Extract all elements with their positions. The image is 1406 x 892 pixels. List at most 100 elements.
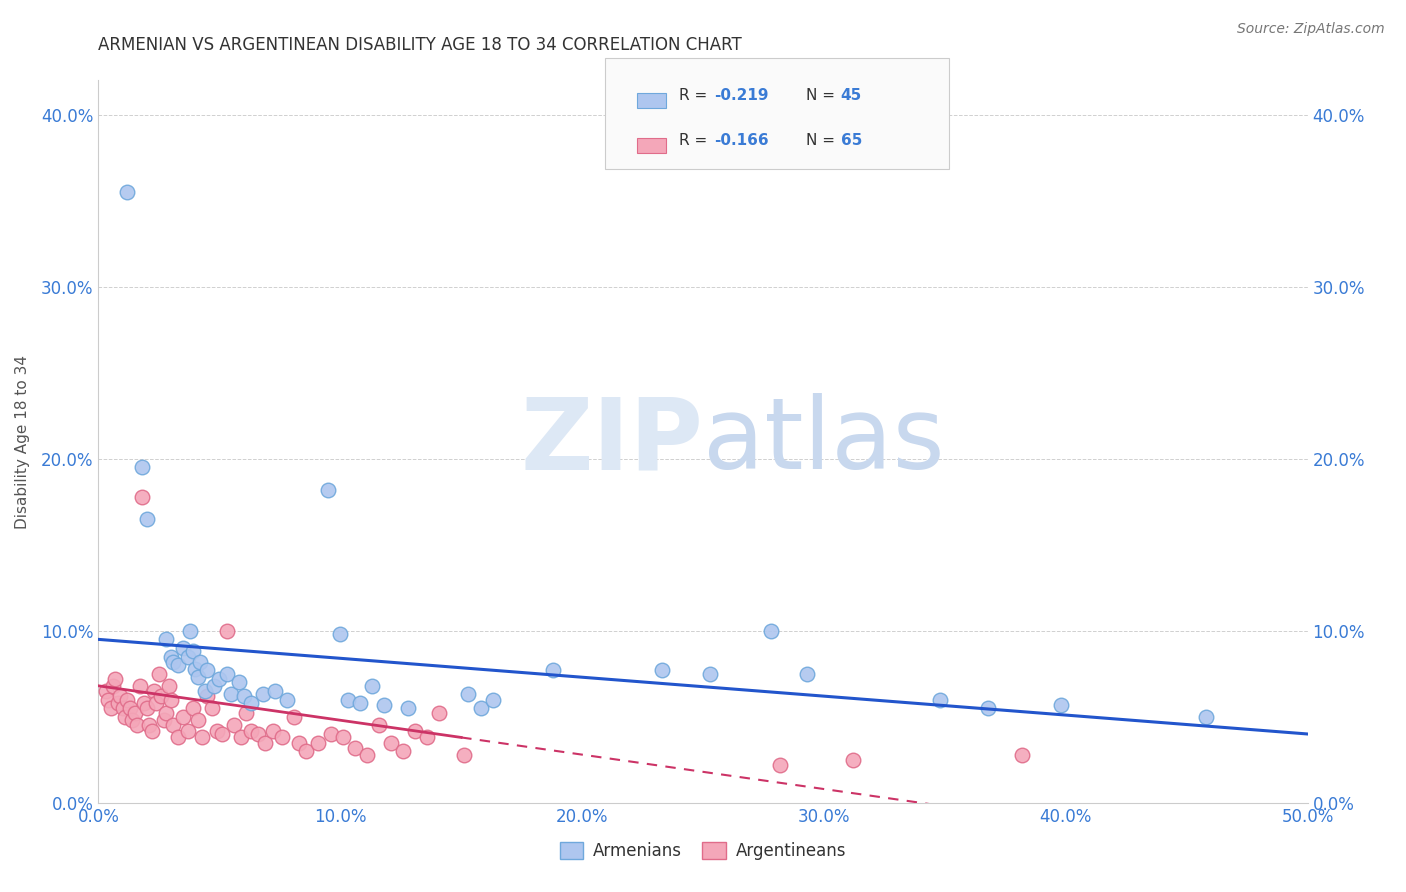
Point [131, 490, 153, 504]
Point [97, 692, 120, 706]
Point [124, 706, 146, 721]
Point [179, 624, 201, 638]
Point [157, 679, 180, 693]
Point [1195, 710, 1218, 724]
Legend: Armenians, Argentineans: Armenians, Argentineans [553, 835, 853, 867]
Point [453, 747, 475, 762]
Y-axis label: Disability Age 18 to 34: Disability Age 18 to 34 [15, 354, 30, 529]
Point [117, 692, 139, 706]
Point [162, 655, 184, 669]
Point [172, 640, 194, 655]
Point [121, 713, 143, 727]
Point [295, 744, 318, 758]
Point [1050, 698, 1073, 712]
Point [429, 706, 451, 721]
Text: atlas: atlas [703, 393, 945, 490]
Point [215, 624, 238, 638]
Point [392, 744, 415, 758]
Point [842, 753, 865, 767]
Point [195, 664, 218, 678]
Point [181, 644, 204, 658]
Point [167, 731, 190, 745]
Point [276, 692, 298, 706]
Point [380, 735, 402, 749]
Point [228, 675, 250, 690]
Point [271, 731, 294, 745]
Point [135, 701, 157, 715]
Point [143, 684, 166, 698]
Point [150, 689, 173, 703]
Point [349, 696, 371, 710]
Point [368, 718, 391, 732]
Point [232, 689, 254, 703]
Point [316, 483, 339, 497]
Point [262, 723, 284, 738]
Point [152, 713, 174, 727]
Point [141, 723, 163, 738]
Point [201, 701, 224, 715]
Point [336, 692, 359, 706]
Point [416, 731, 439, 745]
Point [135, 512, 157, 526]
Point [188, 655, 211, 669]
Point [128, 679, 150, 693]
Point [229, 731, 252, 745]
Point [239, 723, 262, 738]
Point [138, 718, 160, 732]
Point [215, 666, 238, 681]
Point [205, 723, 228, 738]
Point [204, 679, 226, 693]
Point [191, 731, 214, 745]
Point [481, 692, 503, 706]
Point [252, 687, 274, 701]
Text: N =: N = [806, 88, 839, 103]
Point [160, 692, 183, 706]
Point [145, 696, 167, 710]
Point [235, 706, 257, 721]
Text: -0.166: -0.166 [714, 133, 769, 147]
Text: 65: 65 [841, 133, 862, 147]
Point [94, 684, 117, 698]
Text: 45: 45 [841, 88, 862, 103]
Point [457, 687, 479, 701]
Point [343, 740, 366, 755]
Point [541, 664, 564, 678]
Point [177, 649, 200, 664]
Point [195, 689, 218, 703]
Point [929, 692, 952, 706]
Point [288, 735, 311, 749]
Point [247, 727, 270, 741]
Point [104, 672, 127, 686]
Point [167, 658, 190, 673]
Point [187, 713, 209, 727]
Point [404, 723, 426, 738]
Point [396, 701, 419, 715]
Text: -0.219: -0.219 [714, 88, 769, 103]
Point [127, 718, 149, 732]
Point [117, 185, 139, 199]
Point [101, 679, 124, 693]
Point [470, 701, 492, 715]
Point [162, 718, 184, 732]
Point [977, 701, 1000, 715]
Point [131, 460, 153, 475]
Point [332, 731, 354, 745]
Point [283, 710, 305, 724]
Point [172, 710, 194, 724]
Point [208, 672, 231, 686]
Point [651, 664, 673, 678]
Point [155, 706, 177, 721]
Point [118, 701, 141, 715]
Point [373, 698, 395, 712]
Text: R =: R = [679, 133, 713, 147]
Point [184, 662, 207, 676]
Point [796, 666, 818, 681]
Point [111, 701, 134, 715]
Point [356, 747, 378, 762]
Point [221, 687, 243, 701]
Point [108, 689, 131, 703]
Point [319, 727, 342, 741]
Point [148, 666, 170, 681]
Point [239, 696, 262, 710]
Point [181, 701, 204, 715]
